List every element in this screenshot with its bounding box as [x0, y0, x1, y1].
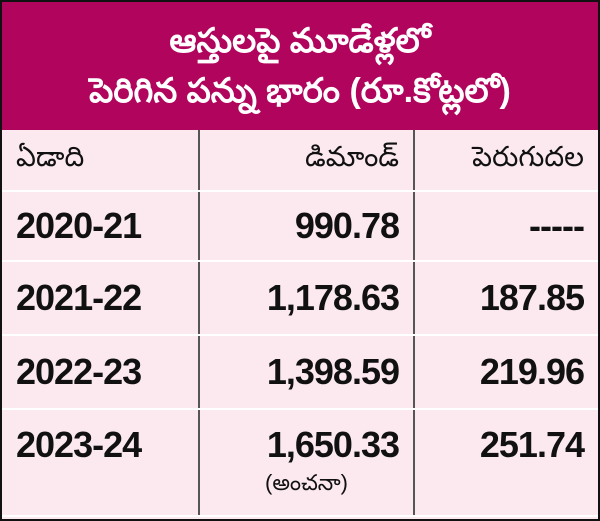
title-band: ఆస్తులపై మూడేళ్లలో పెరిగిన పన్ను భారం (ర…	[2, 2, 598, 130]
title-line: ఆస్తులపై మూడేళ్లలో	[169, 22, 431, 60]
demand-cell: 1,178.63	[198, 261, 414, 336]
demand-cell: 1,650.33 (అంచనా)	[198, 409, 414, 517]
estimate-note: (అంచనా)	[265, 470, 348, 495]
column-header: పెరుగుదల	[413, 130, 598, 192]
demand-value: 1,650.33	[266, 424, 400, 465]
demand-cell: 990.78	[198, 191, 414, 262]
title-line: పెరిగిన పన్ను భారం (రూ.కోట్లలో)	[89, 72, 511, 110]
year-cell: 2022-23	[2, 335, 199, 410]
increase-cell: 187.85	[413, 261, 598, 336]
demand-cell: 1,398.59	[198, 335, 414, 410]
table-row: 2020-21 990.78 -----	[2, 191, 598, 262]
year-cell: 2020-21	[2, 191, 199, 262]
year-cell: 2021-22	[2, 261, 199, 336]
column-header: డిమాండ్	[198, 130, 414, 192]
table-row: 2021-22 1,178.63 187.85	[2, 261, 598, 336]
increase-cell: 219.96	[413, 335, 598, 410]
year-cell: 2023-24	[2, 409, 199, 517]
increase-cell: 251.74	[413, 409, 598, 517]
increase-cell: -----	[413, 191, 598, 262]
column-header: ఏడాది	[2, 130, 199, 192]
table-row: 2022-23 1,398.59 219.96	[2, 335, 598, 410]
data-table: ఏడాది డిమాండ్ పెరుగుదల 2020-21 990.78 --…	[2, 130, 598, 517]
header-row: ఏడాది డిమాండ్ పెరుగుదల	[2, 130, 598, 192]
table-row: 2023-24 1,650.33 (అంచనా) 251.74	[2, 409, 598, 517]
